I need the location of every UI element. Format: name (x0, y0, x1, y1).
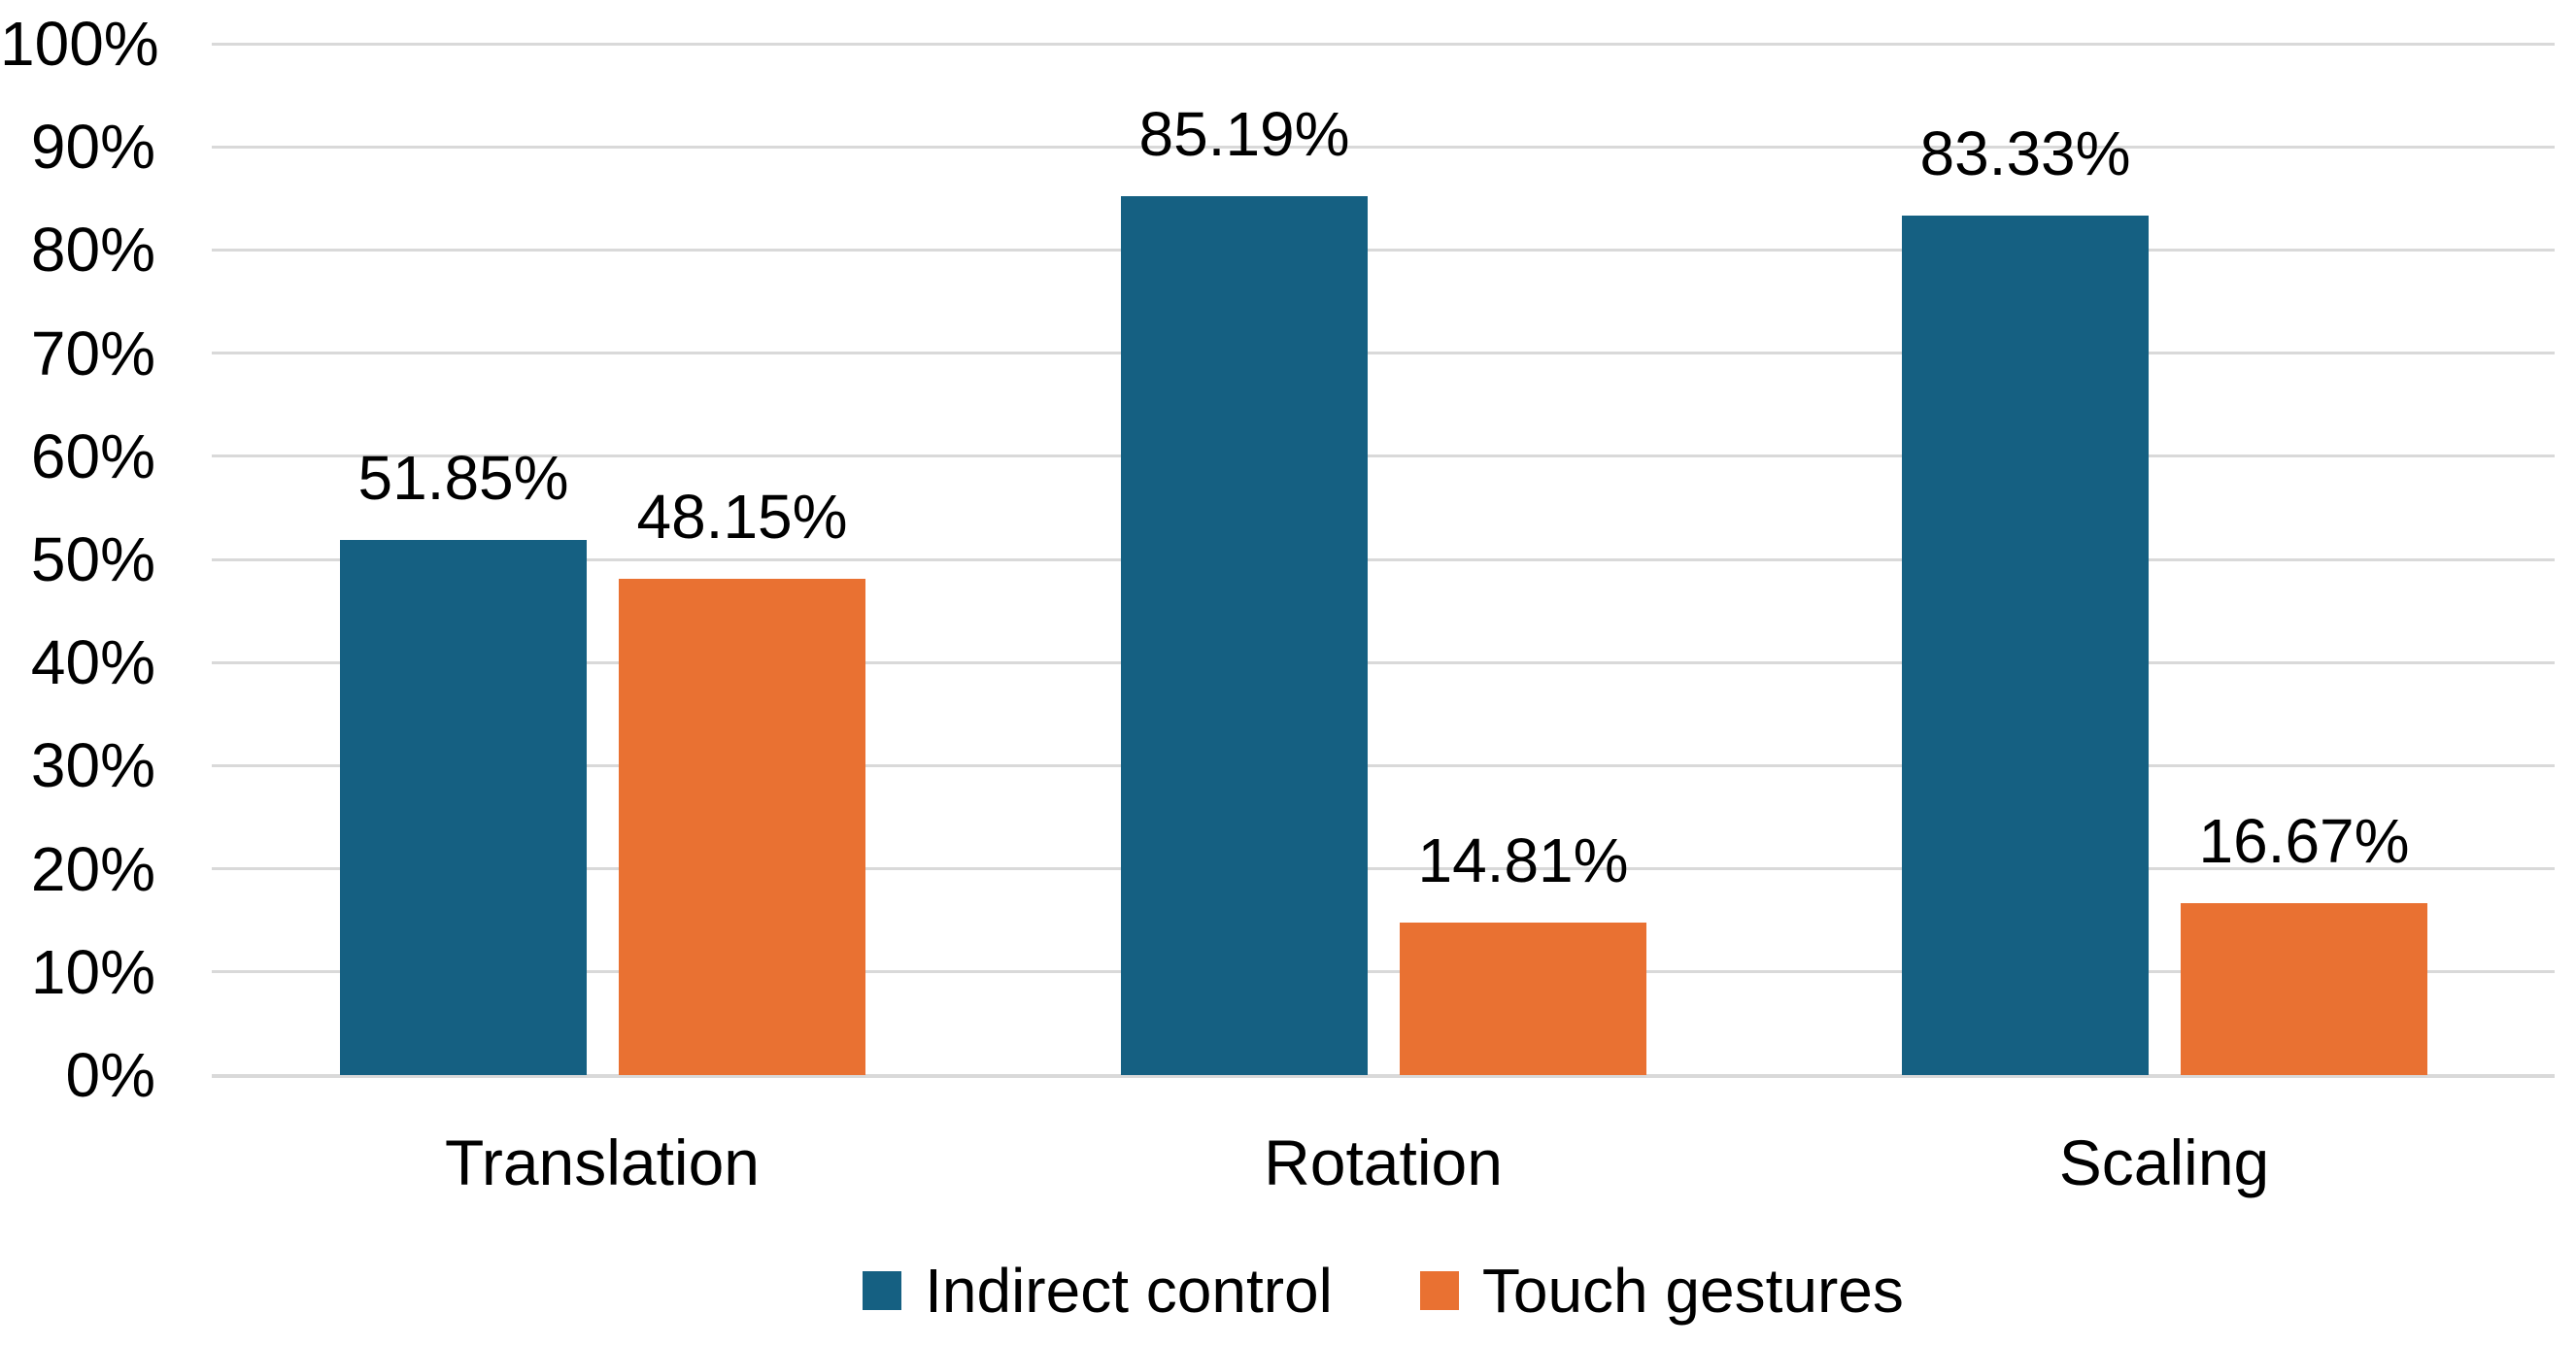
bar-indirect-control-rotation (1121, 196, 1368, 1075)
value-label: 83.33% (1919, 118, 2131, 188)
gridline (212, 558, 2555, 561)
value-label: 16.67% (2198, 806, 2410, 876)
value-label: 85.19% (1138, 99, 1350, 169)
gridline (212, 661, 2555, 664)
y-axis-tick-label: 0% (65, 1040, 156, 1110)
y-axis-tick-label: 40% (30, 627, 155, 697)
value-label: 48.15% (636, 482, 848, 552)
bar-touch-gestures-scaling (2181, 903, 2427, 1075)
category-label-scaling: Scaling (2058, 1127, 2270, 1198)
bar-touch-gestures-translation (619, 579, 865, 1075)
category-label-translation: Translation (444, 1127, 761, 1198)
y-axis-tick-label: 10% (30, 937, 155, 1007)
gridline (212, 454, 2555, 457)
y-axis-tick-label: 70% (30, 319, 155, 388)
legend: Indirect control Touch gestures (212, 1257, 2555, 1325)
bar-indirect-control-scaling (1902, 216, 2149, 1075)
bar-touch-gestures-rotation (1400, 923, 1646, 1075)
y-axis-tick-label: 50% (30, 524, 155, 594)
gridline (212, 764, 2555, 767)
gridline (212, 352, 2555, 354)
y-axis-tick-label: 60% (30, 421, 155, 491)
y-axis-tick-label: 20% (30, 834, 155, 904)
y-axis-tick-label: 80% (30, 215, 155, 285)
legend-swatch-indirect-control-icon (863, 1271, 902, 1310)
legend-swatch-touch-gestures-icon (1419, 1271, 1459, 1310)
legend-label-indirect-control: Indirect control (925, 1256, 1333, 1326)
y-axis-tick-label: 90% (30, 112, 155, 182)
gridline (212, 867, 2555, 870)
legend-label-touch-gestures: Touch gestures (1481, 1256, 1904, 1326)
x-axis-line (212, 1074, 2555, 1078)
category-label-rotation: Rotation (1264, 1127, 1503, 1198)
gridline (212, 970, 2555, 973)
gridline (212, 43, 2555, 46)
gridline (212, 249, 2555, 252)
legend-item-touch-gestures: Touch gestures (1419, 1256, 1904, 1326)
gridline (212, 146, 2555, 149)
bar-indirect-control-translation (340, 540, 587, 1075)
y-axis-tick-label: 100% (0, 9, 159, 79)
y-axis-tick-label: 30% (30, 730, 155, 800)
value-label: 14.81% (1417, 825, 1629, 895)
value-label: 51.85% (357, 443, 569, 513)
legend-item-indirect-control: Indirect control (863, 1257, 1333, 1325)
